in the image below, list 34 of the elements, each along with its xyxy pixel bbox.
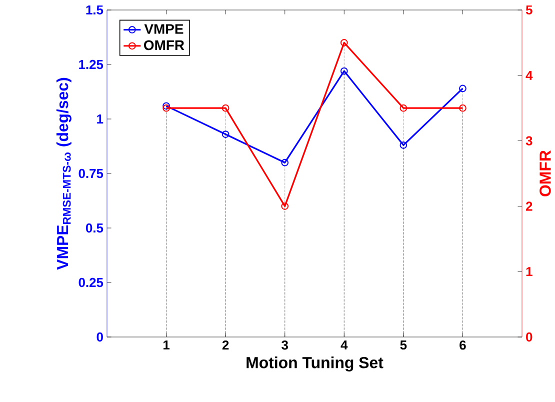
- legend-label: VMPE: [144, 24, 184, 34]
- y-tick-label: 1.5: [86, 5, 104, 15]
- x-tick-label: 6: [460, 340, 466, 350]
- x-tick-label: 4: [340, 340, 348, 350]
- y-tick-label: 1: [97, 114, 104, 124]
- x-tick-label: 5: [400, 340, 407, 350]
- point: [340, 67, 348, 75]
- legend-label: OMFR: [144, 40, 184, 50]
- y2-tick-label: 0: [526, 332, 532, 342]
- point: [222, 130, 230, 138]
- y-tick-label: 0.5: [86, 223, 104, 233]
- x-tick-label: 3: [282, 340, 288, 350]
- x-tick-label: 1: [163, 340, 170, 350]
- y2-tick-label: 2: [526, 202, 532, 211]
- point: [400, 104, 408, 112]
- point: [340, 39, 348, 46]
- point: [281, 202, 289, 210]
- y-tick-label: 1.25: [79, 60, 104, 70]
- y2-tick-label: 4: [526, 70, 533, 80]
- point: [281, 158, 289, 166]
- y2-tick-label: 5: [526, 5, 532, 15]
- point: [459, 84, 466, 92]
- y-tick-label: 0.75: [78, 168, 104, 178]
- y2-tick-label: 1: [526, 267, 532, 276]
- y2-tick-label: 3: [526, 136, 532, 146]
- x-axis-title: Motion Tuning Set: [246, 356, 384, 372]
- point: [459, 104, 466, 112]
- y-axis-title: VMPE$_{RMSE-MTS-ω}$ (deg/sec): [56, 78, 72, 270]
- y-tick-label: 0: [96, 332, 103, 342]
- y-tick-label: 0.25: [78, 278, 104, 288]
- y2-axis-title: OMFR: [540, 150, 551, 196]
- x-tick-label: 2: [222, 340, 229, 350]
- point: [222, 104, 230, 112]
- point: [400, 141, 408, 149]
